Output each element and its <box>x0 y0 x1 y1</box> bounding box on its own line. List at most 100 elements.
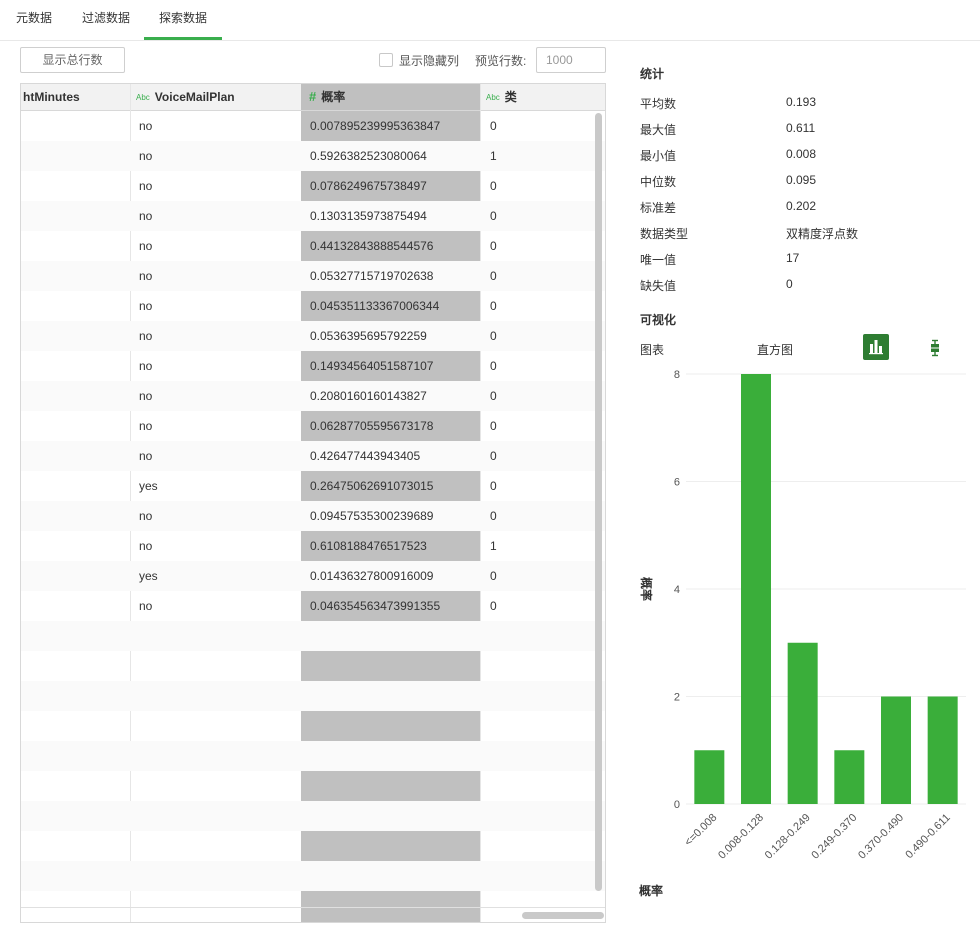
stat-value: 双精度浮点数 <box>786 227 859 241</box>
stat-label: 缺失值 <box>640 279 677 293</box>
cell-voicemailplan: no <box>139 359 153 373</box>
stat-label: 标准差 <box>640 201 677 215</box>
column-header-probability[interactable]: # 概率 <box>301 84 480 110</box>
boxplot-icon[interactable] <box>925 338 945 358</box>
histogram-bar <box>881 696 911 804</box>
cell-voicemailplan: yes <box>139 569 158 583</box>
cell-class: 0 <box>490 269 497 283</box>
y-tick-label: 2 <box>674 692 680 704</box>
cell-voicemailplan: no <box>139 509 153 523</box>
tab-explore-data[interactable]: 探索数据 <box>144 0 222 40</box>
x-tick-label: 0.008-0.128 <box>716 812 766 862</box>
vertical-scrollbar[interactable] <box>595 113 602 891</box>
x-tick-label: 0.249-0.370 <box>809 812 859 862</box>
show-hidden-columns-checkbox[interactable] <box>379 53 393 67</box>
cell-voicemailplan: no <box>139 149 153 163</box>
cell-class: 0 <box>490 419 497 433</box>
cell-voicemailplan: no <box>139 449 153 463</box>
y-tick-label: 6 <box>674 477 680 489</box>
stats-title: 统计 <box>640 67 665 81</box>
visualization-title: 可视化 <box>640 313 677 327</box>
cell-voicemailplan: no <box>139 329 153 343</box>
table-row: no 0.05327715719702638 0 <box>21 261 605 291</box>
column-header-htminutes[interactable]: htMinutes <box>23 84 80 110</box>
histogram-bar <box>927 696 958 804</box>
x-axis-title: 概率 <box>639 884 664 898</box>
cell-class: 0 <box>490 389 497 403</box>
table-row: yes 0.01436327800916009 0 <box>21 561 605 591</box>
cell-probability: 0.6108188476517523 <box>310 539 427 553</box>
cell-probability: 0.09457535300239689 <box>310 509 434 523</box>
table-row <box>21 711 605 741</box>
stat-row: 缺失值 0 <box>640 277 960 297</box>
x-tick-label: 0.128-0.249 <box>763 812 813 862</box>
stat-value: 0.611 <box>786 121 816 135</box>
table-row <box>21 831 605 861</box>
x-tick-label: 0.370-0.490 <box>856 812 906 862</box>
cell-probability: 0.045351133367006344 <box>310 299 440 313</box>
histogram-bar <box>787 642 818 804</box>
cell-class: 1 <box>490 539 497 553</box>
chart-type-value: 直方图 <box>757 343 794 357</box>
stat-row: 标准差 0.202 <box>640 199 960 219</box>
x-tick-label: 0.490-0.611 <box>903 812 952 861</box>
stat-label: 最小值 <box>640 149 677 163</box>
table-row <box>21 801 605 831</box>
stat-row: 最大值 0.611 <box>640 121 960 141</box>
cell-class: 0 <box>490 209 497 223</box>
tab-metadata[interactable]: 元数据 <box>15 11 52 25</box>
histogram-bar <box>694 750 725 804</box>
horizontal-scroll-track <box>21 907 605 908</box>
tab-filter-data[interactable]: 过滤数据 <box>81 11 130 25</box>
column-header-class[interactable]: Abc 类 <box>486 84 517 110</box>
cell-probability: 0.0786249675738497 <box>310 179 427 193</box>
table-row <box>21 741 605 771</box>
cell-probability: 0.44132843888544576 <box>310 239 434 253</box>
cell-voicemailplan: no <box>139 119 153 133</box>
cell-class: 0 <box>490 239 497 253</box>
cell-voicemailplan: no <box>139 599 153 613</box>
horizontal-scrollbar[interactable] <box>522 912 604 919</box>
cell-class: 0 <box>490 449 497 463</box>
table-row: no 0.0786249675738497 0 <box>21 171 605 201</box>
table-row <box>21 621 605 651</box>
bar-chart-icon[interactable] <box>863 334 889 360</box>
stat-label: 中位数 <box>640 175 677 189</box>
column-name: VoiceMailPlan <box>154 90 235 104</box>
column-name: 概率 <box>321 90 346 104</box>
column-name: 类 <box>504 90 517 104</box>
table-row <box>21 861 605 891</box>
cell-probability: 0.046354563473991355 <box>310 599 441 613</box>
cell-class: 0 <box>490 509 497 523</box>
histogram-bar <box>834 750 865 804</box>
table-row: no 0.045351133367006344 0 <box>21 291 605 321</box>
preview-rows-input[interactable] <box>536 47 606 73</box>
table-row: no 0.2080160160143827 0 <box>21 381 605 411</box>
grid-body: no 0.007895239995363847 0 no 0.5926382523080… <box>21 111 605 921</box>
cell-voicemailplan: no <box>139 209 153 223</box>
table-row: no 0.14934564051587107 0 <box>21 351 605 381</box>
cell-probability: 0.5926382523080064 <box>310 149 427 163</box>
cell-class: 0 <box>490 479 497 493</box>
table-row: no 0.5926382523080064 1 <box>21 141 605 171</box>
show-total-rows-button[interactable]: 显示总行数 <box>20 47 125 73</box>
cell-class: 0 <box>490 119 497 133</box>
cell-probability: 0.426477443943405 <box>310 449 421 463</box>
cell-voicemailplan: no <box>139 389 153 403</box>
cell-probability: 0.05327715719702638 <box>310 269 434 283</box>
table-row: no 0.046354563473991355 0 <box>21 591 605 621</box>
stat-label: 数据类型 <box>640 227 689 241</box>
table-row: no 0.44132843888544576 0 <box>21 231 605 261</box>
stat-value: 0.095 <box>786 173 817 187</box>
cell-voicemailplan: yes <box>139 479 158 493</box>
table-row <box>21 771 605 801</box>
stat-value: 0.193 <box>786 95 817 109</box>
stat-value: 0.008 <box>786 147 817 161</box>
preview-rows-label: 预览行数: <box>475 54 527 68</box>
stat-value: 17 <box>786 251 800 265</box>
stat-row: 中位数 0.095 <box>640 173 960 193</box>
y-axis-title: 概率 <box>639 577 654 601</box>
cell-probability: 0.06287705595673178 <box>310 419 434 433</box>
y-tick-label: 4 <box>674 584 680 596</box>
column-header-voicemailplan[interactable]: Abc VoiceMailPlan <box>136 84 235 110</box>
